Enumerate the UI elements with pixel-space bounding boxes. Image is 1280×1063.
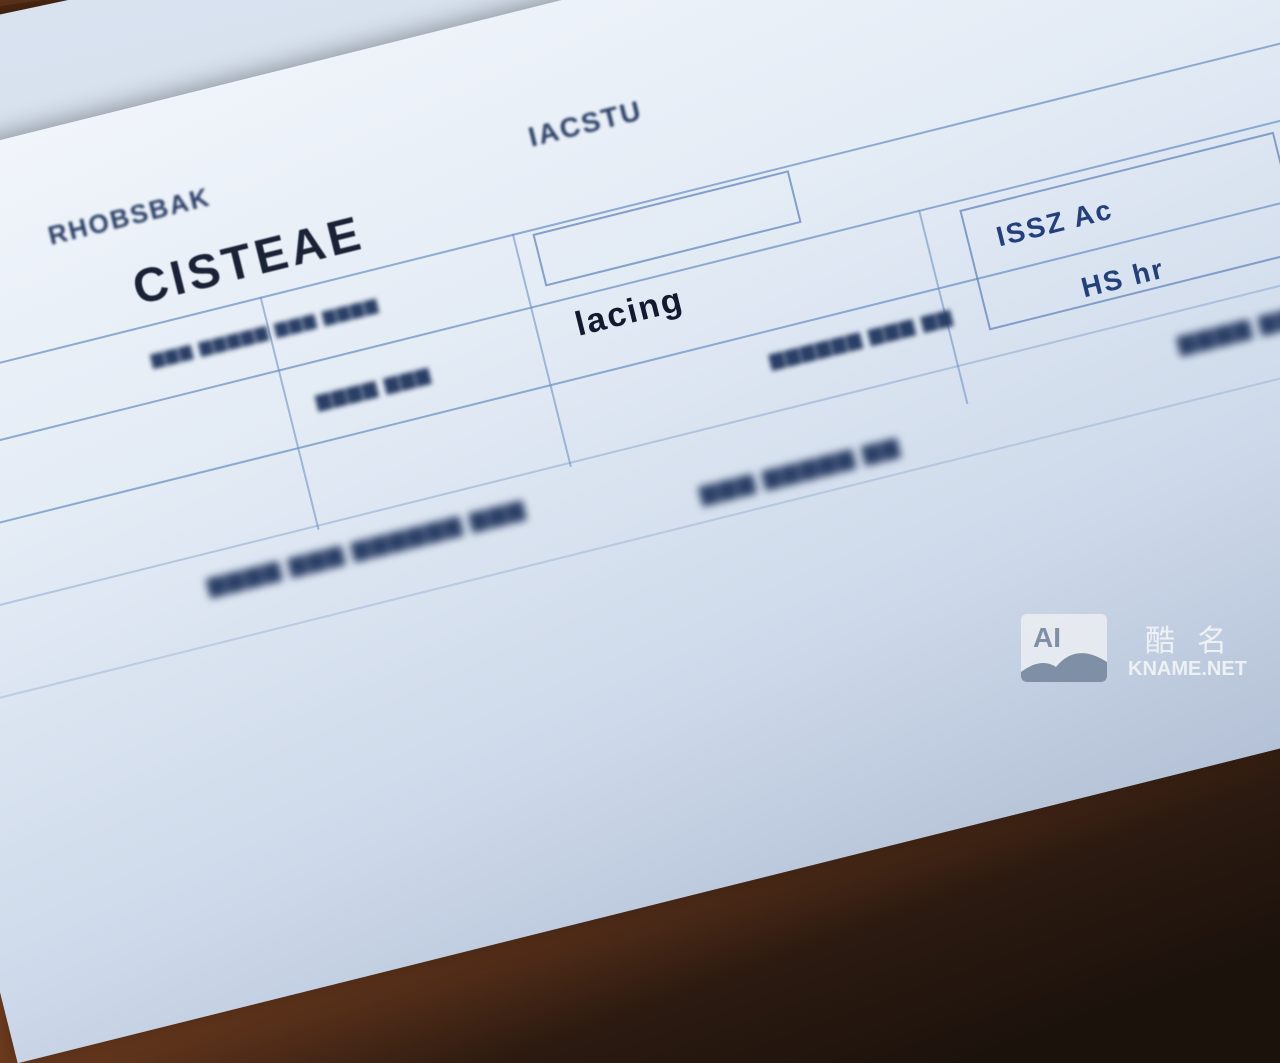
blurred-text: ▆▆▆▆ ▆▆ xyxy=(1175,302,1280,356)
document-fragment: RHOBSBAK xyxy=(44,181,214,251)
ai-image-logo-icon: AI xyxy=(1021,614,1107,682)
document-fragment: IACSTU xyxy=(525,94,646,153)
blurred-text: ▆▆▆▆▆▆ ▆▆▆ ▆▆ xyxy=(767,305,956,371)
blurred-text: ▆▆▆▆ ▆▆▆ ▆▆▆▆▆▆ ▆▆▆ xyxy=(204,494,529,598)
watermark-chinese-name: 酷名 xyxy=(1145,624,1249,659)
blurred-text: ▆▆▆▆ ▆▆▆ xyxy=(314,363,434,412)
watermark: AI 酷名 KNAME.NET xyxy=(1021,614,1261,684)
form-box xyxy=(532,170,802,287)
document-fragment: lacing xyxy=(571,280,688,344)
logo-text: AI xyxy=(1033,622,1061,653)
blurred-text: ▆▆▆ ▆▆▆▆▆ ▆▆ xyxy=(697,431,903,506)
watermark-site: KNAME.NET xyxy=(1128,658,1247,680)
